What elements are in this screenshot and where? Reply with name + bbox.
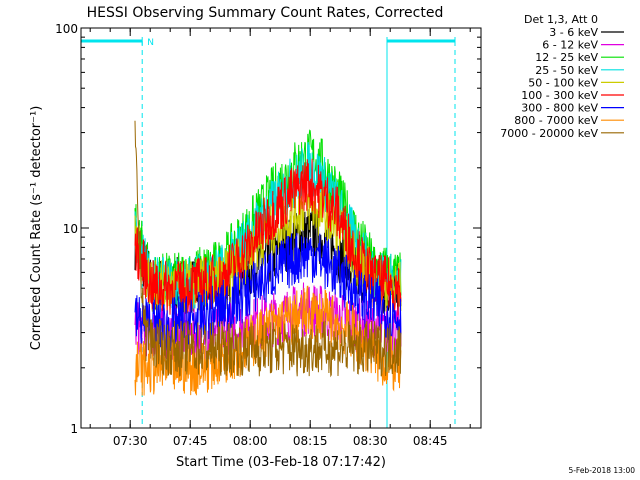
legend-label-1: 6 - 12 keV <box>542 39 598 52</box>
legend-label-7: 800 - 7000 keV <box>514 114 598 127</box>
x-tick-label-2: 08:00 <box>233 434 268 448</box>
legend-label-3: 25 - 50 keV <box>535 64 598 77</box>
series-line-8 <box>134 120 402 378</box>
legend-header: Det 1,3, Att 0 <box>524 13 598 26</box>
x-tick-label-1: 07:45 <box>173 434 208 448</box>
x-axis-label: Start Time (03-Feb-18 07:17:42) <box>176 455 386 470</box>
y-axis-label: Corrected Count Rate (s⁻¹ detector⁻¹) <box>29 106 44 351</box>
legend-label-2: 12 - 25 keV <box>535 51 598 64</box>
legend-label-4: 50 - 100 keV <box>528 76 598 89</box>
x-tick-label-5: 08:45 <box>413 434 448 448</box>
series-line-5 <box>134 158 402 316</box>
legend-label-6: 300 - 800 keV <box>521 102 598 115</box>
y-tick-label-2: 100 <box>55 22 78 36</box>
legend-label-5: 100 - 300 keV <box>521 89 598 102</box>
x-tick-label-0: 07:30 <box>113 434 148 448</box>
x-tick-label-3: 08:15 <box>293 434 328 448</box>
y-axis: 1 10 100 <box>55 22 481 436</box>
footer-date-stamp: 5-Feb-2018 13:00 <box>568 466 635 475</box>
y-tick-label-1: 10 <box>63 222 78 236</box>
night-label-0: N <box>147 38 154 48</box>
legend-label-0: 3 - 6 keV <box>549 26 598 39</box>
chart-title: HESSI Observing Summary Count Rates, Cor… <box>87 5 444 21</box>
series-line-6 <box>134 233 402 352</box>
x-axis: 07:30 07:45 08:00 08:15 08:30 08:45 <box>89 28 471 448</box>
series-layer <box>134 120 402 396</box>
x-tick-label-4: 08:30 <box>353 434 388 448</box>
y-tick-label-0: 1 <box>70 422 78 436</box>
legend-label-8: 7000 - 20000 keV <box>500 127 598 140</box>
